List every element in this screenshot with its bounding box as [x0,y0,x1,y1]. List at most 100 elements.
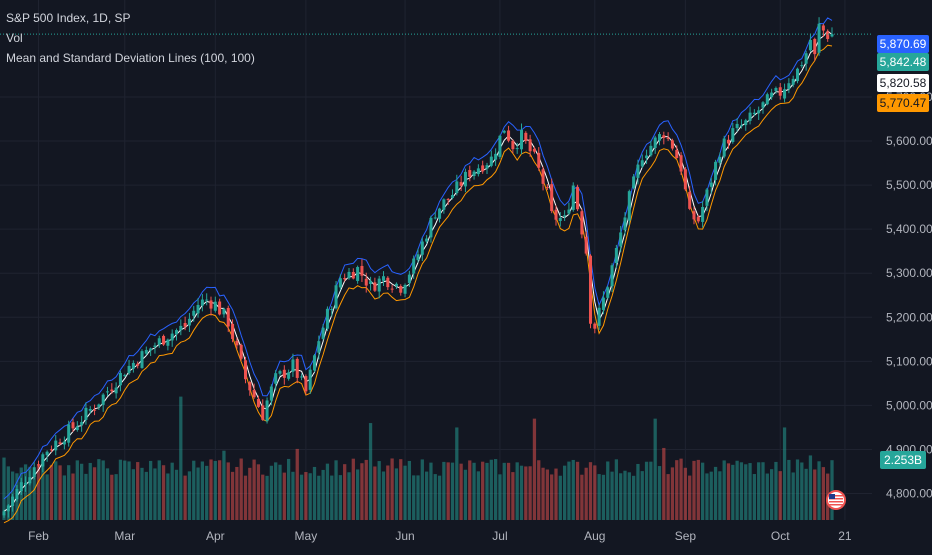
candle[interactable] [739,119,743,129]
candle[interactable] [110,383,114,394]
candle[interactable] [532,146,536,154]
candle[interactable] [269,384,273,406]
candle[interactable] [62,436,66,450]
candle[interactable] [515,142,519,154]
candle[interactable] [28,470,32,486]
candle[interactable] [136,361,140,369]
candle[interactable] [101,393,105,412]
candle[interactable] [821,23,825,37]
candle[interactable] [502,129,506,134]
candle[interactable] [683,167,687,192]
candle[interactable] [114,382,118,399]
candle[interactable] [489,150,493,168]
candle[interactable] [606,285,610,300]
candle[interactable] [528,134,532,157]
candle[interactable] [213,296,217,313]
candle[interactable] [653,135,657,154]
candle[interactable] [80,415,84,432]
legend-symbol[interactable]: S&P 500 Index, 1D, SP [6,11,131,25]
candle[interactable] [144,346,148,356]
candle[interactable] [438,207,442,223]
candle[interactable] [97,403,101,410]
candle[interactable] [537,147,541,171]
candle[interactable] [472,170,476,180]
candle[interactable] [295,357,299,384]
candle[interactable] [645,149,649,164]
candle[interactable] [308,365,312,394]
candle[interactable] [325,306,329,332]
candle[interactable] [11,493,15,512]
candle[interactable] [692,206,696,225]
candle[interactable] [381,271,386,287]
candle[interactable] [222,307,226,318]
candle[interactable] [278,369,282,376]
candle[interactable] [300,373,304,381]
candle[interactable] [757,106,761,120]
candle[interactable] [282,365,286,385]
candle[interactable] [36,460,41,468]
candle[interactable] [580,208,584,239]
candle[interactable] [795,67,800,84]
candle[interactable] [649,140,653,157]
candle[interactable] [75,421,79,432]
candle[interactable] [330,306,334,317]
candle[interactable] [196,298,200,318]
candle[interactable] [364,272,368,293]
candle[interactable] [312,353,317,373]
candle[interactable] [118,370,122,392]
candle[interactable] [830,27,834,38]
candle[interactable] [576,184,580,212]
candle[interactable] [783,83,787,103]
candle[interactable] [826,29,830,42]
candle[interactable] [304,374,308,395]
candle[interactable] [813,37,817,61]
candle[interactable] [351,268,355,280]
candle[interactable] [45,450,49,462]
candle[interactable] [235,337,239,349]
candle[interactable] [601,291,605,315]
candle[interactable] [442,198,446,214]
candle[interactable] [131,360,135,373]
candle[interactable] [623,212,627,236]
candle[interactable] [524,131,528,144]
candle[interactable] [19,477,23,495]
candle[interactable] [321,324,325,341]
candle[interactable] [58,438,62,446]
candle[interactable] [481,160,485,174]
candle[interactable] [360,259,364,282]
candle[interactable] [252,383,256,399]
candle[interactable] [377,275,381,299]
candle[interactable] [519,123,524,155]
candle[interactable] [507,125,511,143]
candle[interactable] [597,304,601,330]
candle[interactable] [636,159,640,185]
candle[interactable] [71,418,75,432]
candle[interactable] [670,138,674,151]
candle[interactable] [226,305,230,332]
candle[interactable] [571,182,575,212]
candle[interactable] [162,334,166,346]
candle[interactable] [748,106,752,125]
candle[interactable] [679,152,683,175]
candle[interactable] [153,342,157,354]
candle[interactable] [403,283,407,298]
candle[interactable] [394,282,398,289]
candle[interactable] [494,148,498,166]
candle[interactable] [67,420,71,447]
candle[interactable] [187,313,191,332]
candle[interactable] [41,452,45,473]
candle[interactable] [261,399,265,421]
candle[interactable] [347,268,351,280]
candle[interactable] [761,101,765,114]
candle[interactable] [554,205,558,226]
candle[interactable] [666,132,670,142]
candle[interactable] [166,338,170,351]
candle[interactable] [709,177,713,194]
candle[interactable] [274,369,278,391]
candle[interactable] [584,231,588,256]
candle[interactable] [744,118,748,131]
candle[interactable] [550,178,554,214]
candle[interactable] [541,166,545,191]
candle[interactable] [791,75,795,88]
candle[interactable] [705,187,709,212]
